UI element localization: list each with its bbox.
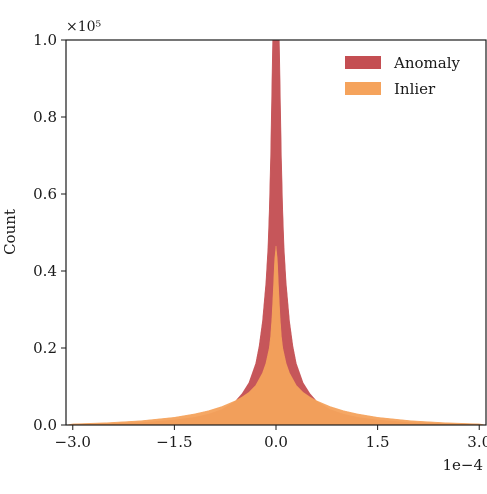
y-tick-label: 0.0 [33, 416, 57, 434]
x-tick-label: −1.5 [156, 433, 192, 451]
x-multiplier-label: 1e−4 [442, 456, 483, 474]
legend: Anomaly Inlier [345, 54, 460, 98]
y-axis-label: Count [1, 209, 19, 255]
series-inlier-area [66, 245, 486, 425]
axes: −3.0 −1.5 0.0 1.5 3.0 0.0 0.2 0.4 0.6 0.8 1.0 [33, 31, 487, 451]
x-tick-label: 3.0 [467, 433, 487, 451]
series-layer [66, 40, 486, 425]
y-tick-label: 0.6 [33, 185, 57, 203]
legend-swatch-inlier [345, 82, 381, 95]
legend-label-anomaly: Anomaly [393, 54, 460, 72]
x-tick-label: 0.0 [264, 433, 288, 451]
y-tick-label: 1.0 [33, 31, 57, 49]
y-tick-label: 0.4 [33, 262, 57, 280]
y-multiplier-label: ×10⁵ [66, 19, 102, 35]
y-tick-label: 0.8 [33, 108, 57, 126]
legend-swatch-anomaly [345, 56, 381, 69]
y-tick-label: 0.2 [33, 339, 57, 357]
x-tick-label: −3.0 [55, 433, 91, 451]
x-tick-label: 1.5 [366, 433, 390, 451]
legend-label-inlier: Inlier [394, 80, 436, 98]
